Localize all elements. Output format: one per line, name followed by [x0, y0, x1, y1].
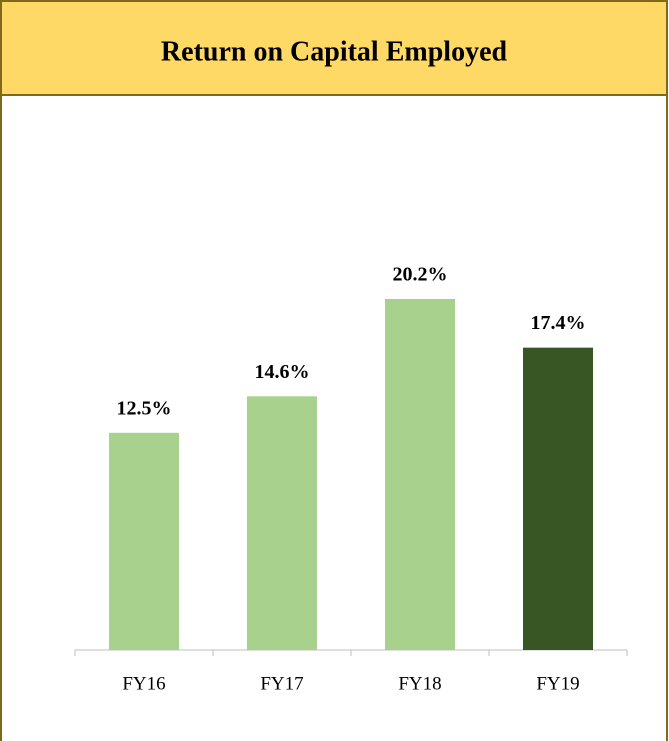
x-tick-label: FY18 [398, 673, 441, 694]
value-label: 14.6% [255, 361, 310, 383]
x-tick-label: FY17 [260, 673, 303, 694]
bar [109, 432, 179, 650]
bar [247, 396, 317, 650]
value-label: 12.5% [117, 397, 172, 419]
value-label: 20.2% [393, 264, 448, 286]
x-tick-label: FY16 [122, 673, 165, 694]
chart-title: Return on Capital Employed [161, 36, 508, 67]
header [0, 0, 668, 96]
value-label: 17.4% [531, 312, 586, 334]
bar [385, 299, 455, 650]
x-tick-label: FY19 [536, 673, 579, 694]
bar [523, 347, 593, 650]
